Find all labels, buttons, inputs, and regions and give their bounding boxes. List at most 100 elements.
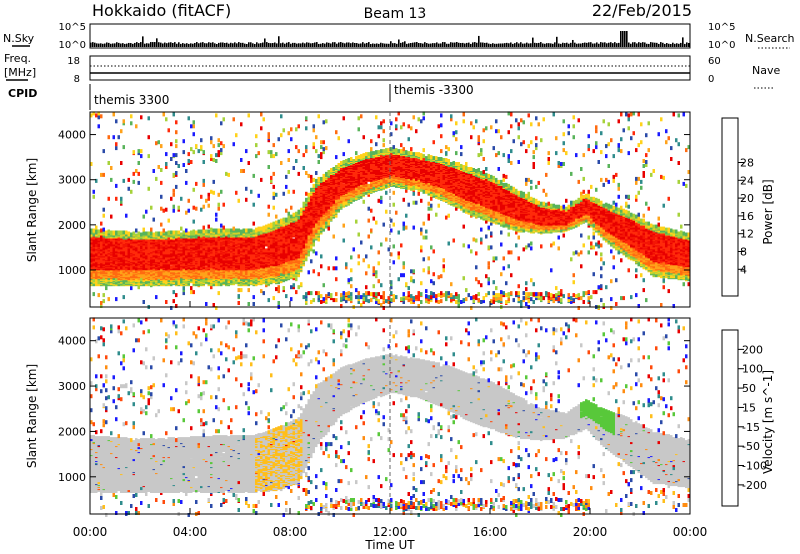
nsky-bar — [614, 42, 616, 47]
echo-cell — [147, 231, 150, 236]
echo-cell — [287, 149, 290, 154]
echo-cell — [310, 178, 313, 183]
echo-cell — [210, 227, 213, 232]
echo-cell — [275, 287, 278, 292]
echo-cell — [305, 145, 308, 150]
nsky-bar — [626, 31, 628, 47]
echo-cell — [95, 229, 98, 234]
nsky-bar — [616, 43, 618, 47]
echo-cell — [182, 230, 185, 235]
echo-cell — [100, 221, 103, 226]
nsky-bar — [528, 43, 530, 47]
nsky-bar — [546, 43, 548, 47]
nsky-bar — [294, 42, 296, 47]
nsky-bar — [688, 42, 690, 47]
echo-cell — [135, 278, 138, 283]
echo-cell — [280, 133, 283, 138]
echo-cell — [247, 288, 250, 293]
nsky-bar — [488, 43, 490, 47]
nsky-bar — [650, 42, 652, 47]
nsky-bar — [580, 43, 582, 47]
nsky-bar — [420, 43, 422, 47]
nsky-bar — [364, 43, 366, 47]
nsky-bar — [246, 43, 248, 47]
nsky-bar — [670, 43, 672, 47]
echo-cell — [100, 172, 103, 177]
nsky-bar — [598, 43, 600, 47]
nsky-bar — [216, 43, 218, 47]
nsky-bar — [422, 43, 424, 47]
echo-cell — [165, 117, 168, 122]
echo-cell — [210, 140, 213, 145]
echo-cell — [232, 142, 235, 147]
nsky-bar — [486, 42, 488, 47]
nsky-bar — [398, 39, 400, 47]
echo-cell — [262, 225, 265, 230]
echo-cell — [272, 296, 275, 301]
nsky-bar — [320, 43, 322, 47]
nsky-bar — [658, 43, 660, 47]
echo-cell — [280, 114, 283, 119]
echo-cell — [277, 137, 280, 142]
echo-cell — [165, 162, 168, 166]
echo-cell — [210, 154, 213, 159]
nsky-bar — [464, 43, 466, 47]
nsky-bar — [434, 43, 436, 47]
echo-cell — [97, 293, 100, 298]
echo-cell — [225, 171, 228, 176]
nsky-bar — [522, 43, 524, 47]
echo-cell — [262, 245, 265, 250]
echo-cell — [132, 150, 135, 155]
echo-cell — [237, 294, 240, 299]
nsky-bar — [444, 42, 446, 47]
nsky-bar — [554, 42, 556, 47]
nsky-bar — [362, 42, 364, 47]
nsky-bar — [466, 42, 468, 47]
echo-cell — [192, 290, 195, 295]
echo-cell — [295, 277, 298, 282]
echo-cell — [112, 112, 115, 117]
echo-cell — [122, 178, 125, 183]
echo-cell — [155, 176, 158, 181]
echo-cell — [280, 161, 283, 165]
echo-cell — [242, 228, 245, 233]
nsky-bar — [240, 42, 242, 47]
echo-cell — [135, 262, 138, 267]
echo-cell — [220, 189, 223, 194]
nsky-bar — [402, 42, 404, 47]
echo-cell — [245, 186, 248, 191]
echo-cell — [272, 184, 275, 189]
echo-cell — [217, 206, 220, 211]
echo-cell — [290, 127, 293, 132]
echo-cell — [262, 239, 265, 244]
echo-cell — [280, 225, 283, 230]
echo-cell — [202, 150, 205, 155]
nsky-bar — [214, 43, 216, 47]
echo-cell — [280, 241, 283, 246]
echo-cell — [140, 154, 143, 159]
echo-cell — [110, 177, 113, 182]
nsky-bar — [164, 42, 166, 47]
nsky-bar — [496, 43, 498, 47]
nsky-bar — [192, 43, 194, 47]
echo-cell — [235, 133, 238, 138]
nsky-bar — [104, 43, 106, 47]
nsky-bar — [562, 42, 564, 47]
echo-cell — [135, 233, 138, 238]
echo-cell — [267, 132, 270, 137]
nsky-bar — [180, 43, 182, 47]
nsky-bar — [212, 42, 214, 47]
echo-cell — [237, 301, 240, 305]
echo-cell — [267, 150, 270, 155]
nsky-bar — [510, 42, 512, 47]
nsky-bar — [110, 43, 112, 47]
nsky-bar — [344, 43, 346, 47]
echo-cell — [297, 285, 300, 290]
nsky-bar — [504, 43, 506, 47]
echo-cell — [210, 189, 213, 194]
nsky-bar — [392, 43, 394, 47]
echo-cell — [252, 302, 255, 306]
echo-cell — [272, 221, 275, 226]
echo-cell — [200, 261, 203, 266]
echo-cell — [140, 232, 143, 237]
